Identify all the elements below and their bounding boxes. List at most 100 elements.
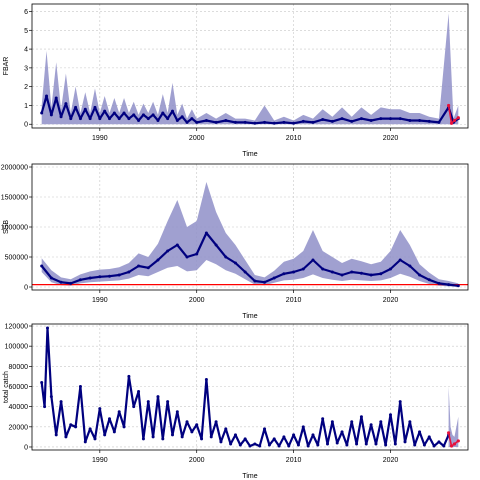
ssb-point-24 (272, 276, 276, 280)
catch-point-2 (46, 326, 50, 330)
fbar-point-16 (117, 117, 121, 121)
fbar-point-42 (292, 121, 296, 125)
catch-point-8 (74, 425, 78, 429)
catch-point-3 (49, 395, 53, 399)
ssb-point-8 (117, 273, 121, 277)
catch-point-49 (272, 437, 276, 441)
catch-point-66 (355, 442, 359, 446)
catch-point-20 (132, 405, 136, 409)
catch-point-12 (93, 437, 97, 441)
catch-point-6 (64, 435, 68, 439)
catch-point-36 (209, 435, 213, 439)
ssb-point-43 (456, 284, 460, 288)
fbar-ylabel: FBAR (3, 57, 10, 76)
catch-point-47 (263, 427, 267, 431)
catch-point-51 (282, 435, 286, 439)
ssb-ytick-label-3: 1500000 (1, 195, 28, 202)
fbar-ytick-label-6: 6 (24, 9, 28, 16)
fbar-point-38 (253, 121, 257, 125)
catch-point-35 (204, 377, 208, 381)
fbar-point-54 (408, 118, 412, 122)
catch-forecast-point-1 (449, 444, 454, 448)
fbar-point-56 (427, 119, 431, 123)
ssb-point-10 (137, 264, 141, 268)
catch-point-50 (277, 444, 281, 448)
fbar-point-15 (112, 111, 116, 115)
ssb-point-11 (146, 266, 150, 270)
catch-point-30 (180, 435, 184, 439)
catch-point-41 (233, 433, 237, 437)
catch-point-11 (88, 427, 92, 431)
fbar-point-44 (311, 120, 315, 124)
catch-point-48 (267, 443, 271, 447)
ssb-point-22 (253, 279, 257, 283)
ssb-point-12 (156, 258, 160, 262)
fbar-point-4 (59, 115, 63, 119)
catch-point-27 (166, 400, 170, 404)
catch-point-46 (258, 444, 262, 448)
catch-point-69 (369, 423, 373, 427)
catch-point-29 (175, 410, 179, 414)
ssb-xtick-label-0: 1990 (92, 297, 108, 304)
fbar-point-13 (103, 109, 107, 113)
catch-point-37 (214, 420, 218, 424)
fbar-point-9 (83, 107, 87, 111)
catch-point-62 (335, 441, 339, 445)
catch-panel: 1990 2000 2010 2020 0 20000 40000 60000 80000 100… (3, 324, 469, 480)
ssb-point-7 (108, 274, 112, 278)
fbar-point-39 (263, 120, 267, 124)
ssb-point-14 (175, 243, 179, 247)
ssb-point-38 (408, 264, 412, 268)
fbar-forecast-point-1 (449, 121, 454, 125)
catch-point-9 (78, 384, 82, 388)
catch-point-55 (301, 425, 305, 429)
ssb-point-37 (398, 258, 402, 262)
fbar-ytick-label-4: 4 (24, 47, 28, 54)
fbar-point-6 (69, 117, 73, 121)
fbar-ytick-label-2: 2 (24, 84, 28, 91)
fbar-xtick-label-1: 2000 (189, 135, 205, 142)
catch-point-52 (287, 444, 291, 448)
ssb-point-4 (78, 278, 82, 282)
fbar-point-34 (214, 120, 218, 124)
fbar-point-25 (161, 111, 165, 115)
ssb-point-13 (166, 249, 170, 253)
fbar-point-19 (132, 113, 136, 117)
catch-point-44 (248, 444, 252, 448)
catch-main-line (40, 326, 450, 448)
ssb-main-line (40, 231, 459, 287)
catch-point-63 (340, 430, 344, 434)
catch-point-74 (393, 442, 397, 446)
ssb-point-9 (127, 270, 131, 274)
ssb-point-1 (49, 276, 53, 280)
ssb-point-42 (447, 283, 451, 287)
ssb-point-25 (282, 272, 286, 276)
fbar-point-7 (74, 105, 78, 109)
ssb-ylabel: SSB (3, 220, 10, 234)
ssb-point-26 (292, 270, 296, 274)
fbar-point-17 (122, 111, 126, 115)
fbar-point-11 (93, 105, 97, 109)
fbar-xtick-label-2: 2010 (286, 135, 302, 142)
fbar-point-2 (49, 113, 53, 117)
fbar-point-33 (204, 118, 208, 122)
fbar-point-52 (388, 117, 392, 121)
ssb-ytick-label-1: 500000 (5, 255, 28, 262)
ssb-point-30 (330, 270, 334, 274)
fbar-point-12 (98, 117, 102, 121)
ssb-point-2 (59, 280, 63, 284)
catch-point-70 (374, 442, 378, 446)
catch-point-40 (229, 442, 233, 446)
catch-point-68 (364, 442, 368, 446)
catch-ytick-label-0: 0 (24, 444, 28, 451)
catch-point-15 (108, 417, 112, 421)
catch-point-59 (321, 417, 325, 421)
catch-point-14 (103, 433, 107, 437)
catch-point-65 (350, 420, 354, 424)
fbar-point-41 (282, 120, 286, 124)
fbar-point-46 (330, 119, 334, 123)
fbar-point-8 (78, 117, 82, 121)
catch-xtick-label-2: 2010 (286, 457, 302, 464)
fbar-point-26 (166, 117, 170, 121)
fbar-point-28 (175, 118, 179, 122)
